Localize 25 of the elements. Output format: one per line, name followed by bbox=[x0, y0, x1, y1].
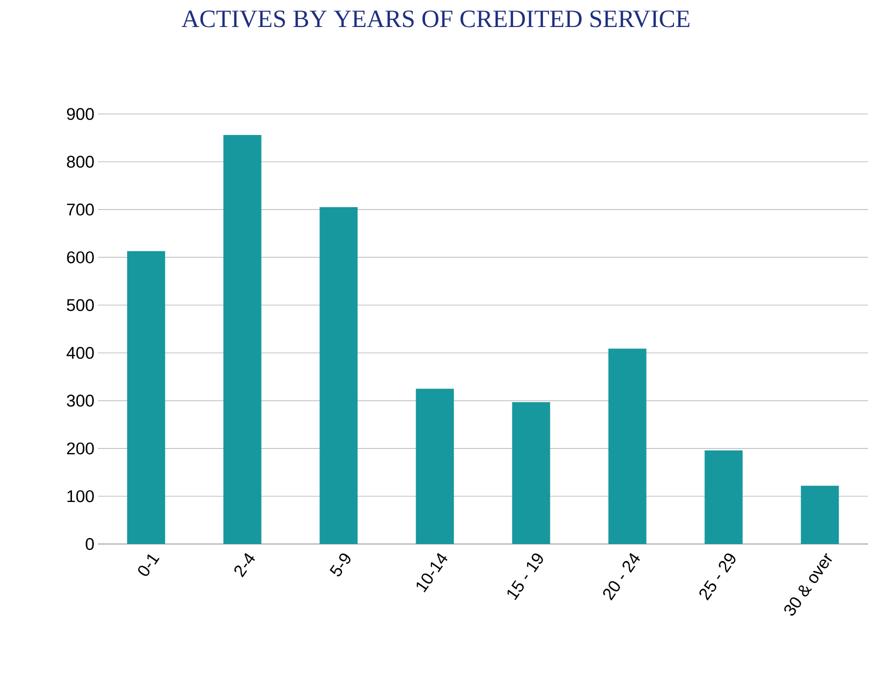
y-tick-label: 800 bbox=[66, 156, 94, 168]
y-tick-label: 500 bbox=[66, 299, 94, 312]
y-tick-label: 900 bbox=[67, 108, 94, 120]
y-tick-label: 200 bbox=[67, 442, 94, 454]
y-tick-label: 400 bbox=[66, 346, 94, 359]
bar bbox=[608, 348, 646, 544]
y-tick-label: 600 bbox=[67, 251, 94, 264]
x-tick-label: 15 - 19 bbox=[508, 554, 543, 600]
y-tick-label: 0 bbox=[86, 538, 94, 550]
bar bbox=[127, 251, 166, 544]
bar bbox=[512, 402, 550, 544]
x-tick-label: 5-9 bbox=[330, 554, 350, 576]
bar bbox=[800, 486, 839, 544]
y-tick-label: 700 bbox=[67, 204, 94, 216]
x-tick-label: 25 - 29 bbox=[699, 554, 736, 600]
bar bbox=[704, 450, 743, 544]
bar bbox=[223, 135, 262, 544]
bar bbox=[416, 388, 454, 544]
bar bbox=[320, 207, 358, 544]
x-tick-label: 0-1 bbox=[138, 554, 160, 576]
x-tick-label: 20 - 24 bbox=[603, 553, 640, 600]
y-tick-label: 300 bbox=[66, 394, 94, 407]
chart-title: ACTIVES BY YEARS OF CREDITED SERVICE bbox=[182, 10, 690, 28]
y-tick-label: 100 bbox=[68, 490, 94, 502]
x-tick-label: 2-4 bbox=[234, 553, 255, 578]
